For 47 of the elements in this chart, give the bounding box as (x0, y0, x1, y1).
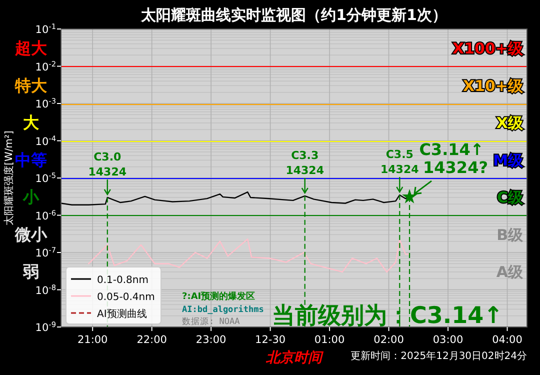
annotation: 数据源: NOAA (182, 316, 240, 327)
x-tick-label: 22:00 (136, 334, 167, 346)
y-tick-label: 10$^{-5}$ (35, 170, 56, 185)
annotation: C3.14↑ 14324? (419, 140, 488, 177)
annotation: 当前级别为：C3.14↑ (272, 303, 503, 329)
text: 微小 (14, 224, 48, 244)
x-tick-label: 02:00 (374, 334, 404, 346)
x-tick-label: 21:00 (77, 334, 108, 346)
ref-line-label: C3.0 14324 (88, 150, 127, 178)
legend-label: 0.1-0.8nm (97, 275, 148, 286)
text: 大 (23, 113, 40, 132)
legend-label: 0.05-0.4nm (97, 292, 155, 303)
annotation: AI:bd_algorithms (182, 305, 264, 315)
ref-line-label: C3.5 14324 (380, 148, 420, 176)
y-axis-title: 太阳耀斑强度[W/m²] (3, 130, 15, 226)
ref-line-label: X10+级 (462, 76, 524, 95)
text: 超大 (14, 38, 48, 58)
ref-line-label: X级 (496, 114, 524, 132)
text: 弱 (22, 262, 39, 282)
text: 特大 (14, 76, 48, 95)
annotation: ?:AI预测的爆发区 (182, 291, 256, 302)
ref-line-label: X100+级 (452, 40, 524, 58)
y-tick-label: 10$^{-4}$ (35, 133, 56, 148)
y-tick-label: 10$^{-7}$ (35, 245, 56, 260)
ref-line-label: C3.3 14324 (286, 148, 324, 177)
x-tick-label: 23:00 (196, 334, 226, 346)
y-tick-label: 10$^{-6}$ (35, 208, 56, 222)
x-tick-label: 12-30 (255, 334, 286, 346)
x-tick-label: 04:00 (492, 334, 522, 346)
x-tick-label: 03:00 (432, 334, 464, 346)
y-tick-label: 10$^{-9}$ (35, 320, 56, 334)
ref-line-label: M级 (493, 151, 524, 170)
text: 更新时间：2025年12月30日02时24分 (350, 350, 527, 362)
x-tick-label: 01:00 (314, 334, 345, 346)
x-axis-title: 北京时间 (265, 349, 324, 366)
y-tick-label: 10$^{-2}$ (35, 58, 56, 74)
line-series (88, 238, 410, 273)
text: 小 (22, 188, 40, 207)
text: 中等 (15, 150, 47, 170)
chart-title: 太阳耀斑曲线实时监视图（约1分钟更新1次） (140, 6, 447, 24)
annotation: B级 (496, 226, 524, 244)
y-tick-label: 10$^{-8}$ (35, 282, 56, 297)
legend-label: AI预测曲线 (97, 308, 147, 320)
y-tick-label: 10$^{-1}$ (35, 22, 56, 36)
y-tick-label: 10$^{-3}$ (35, 96, 56, 110)
ref-line-label: C级 (496, 188, 524, 207)
annotation: A级 (496, 263, 524, 282)
